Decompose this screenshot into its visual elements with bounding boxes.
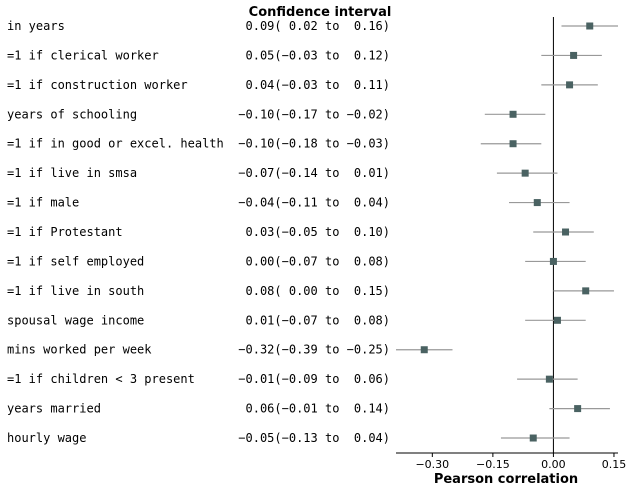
x-axis: −0.30 −0.15 0.00 0.15	[396, 452, 627, 471]
row-label: spousal wage income	[7, 313, 144, 327]
row-label: mins worked per week	[7, 343, 152, 357]
row-ci-text: 0.05(−0.03 to 0.12)	[238, 48, 390, 62]
row-ci-text: −0.10(−0.18 to −0.03)	[238, 137, 390, 151]
row-label: =1 if construction worker	[7, 78, 188, 92]
row-ci-text: −0.07(−0.14 to 0.01)	[238, 166, 390, 180]
row-ci-text: 0.04(−0.03 to 0.11)	[238, 78, 390, 92]
row-label: =1 if children < 3 present	[7, 372, 195, 386]
x-axis-label: Pearson correlation	[434, 472, 578, 487]
row-label: years of schooling	[7, 107, 137, 121]
x-tick-label: −0.15	[476, 458, 510, 471]
x-tick-label: 0.15	[602, 458, 627, 471]
estimate-marker	[521, 169, 529, 177]
row-ci-text: 0.06(−0.01 to 0.14)	[238, 402, 390, 416]
row-ci-text: 0.01(−0.07 to 0.08)	[238, 313, 390, 327]
estimate-marker	[545, 375, 553, 383]
row-label: =1 if clerical worker	[7, 48, 159, 62]
row-label: =1 if live in south	[7, 284, 144, 298]
estimate-marker	[529, 434, 537, 442]
row-label: in years	[7, 19, 65, 33]
row-ci-text: −0.04(−0.11 to 0.04)	[238, 196, 390, 210]
estimate-marker	[566, 81, 574, 89]
row-ci-text: 0.03(−0.05 to 0.10)	[238, 225, 390, 239]
x-tick-label: −0.30	[415, 458, 449, 471]
estimate-marker	[509, 140, 517, 148]
estimate-marker	[420, 346, 428, 354]
row-label: =1 if self employed	[7, 254, 144, 268]
row-ci-text: −0.32(−0.39 to −0.25)	[238, 343, 390, 357]
row-label: =1 if Protestant	[7, 225, 123, 239]
estimate-marker	[533, 199, 541, 207]
estimate-marker	[574, 405, 582, 413]
forest-rows: in years 0.09( 0.02 to 0.16) =1 if cleric…	[7, 17, 618, 453]
x-tick-label: 0.00	[541, 458, 566, 471]
estimate-marker	[553, 316, 561, 324]
row-ci-text: −0.10(−0.17 to −0.02)	[238, 107, 390, 121]
chart-title: Confidence interval	[249, 5, 392, 20]
row-ci-text: 0.08( 0.00 to 0.15)	[238, 284, 390, 298]
estimate-marker	[582, 287, 590, 295]
row-ci-text: −0.01(−0.09 to 0.06)	[238, 372, 390, 386]
row-label: =1 if live in smsa	[7, 166, 137, 180]
row-label: hourly wage	[7, 431, 86, 445]
estimate-marker	[509, 110, 517, 118]
row-label: years married	[7, 402, 101, 416]
row-ci-text: 0.09( 0.02 to 0.16)	[238, 19, 390, 33]
estimate-marker	[562, 228, 570, 236]
estimate-marker	[549, 257, 557, 265]
estimate-marker	[570, 51, 578, 59]
row-label: =1 if male	[7, 196, 79, 210]
row-ci-text: 0.00(−0.07 to 0.08)	[238, 254, 390, 268]
row-label: =1 if in good or excel. health	[7, 137, 224, 151]
estimate-marker	[586, 22, 594, 30]
row-ci-text: −0.05(−0.13 to 0.04)	[238, 431, 390, 445]
